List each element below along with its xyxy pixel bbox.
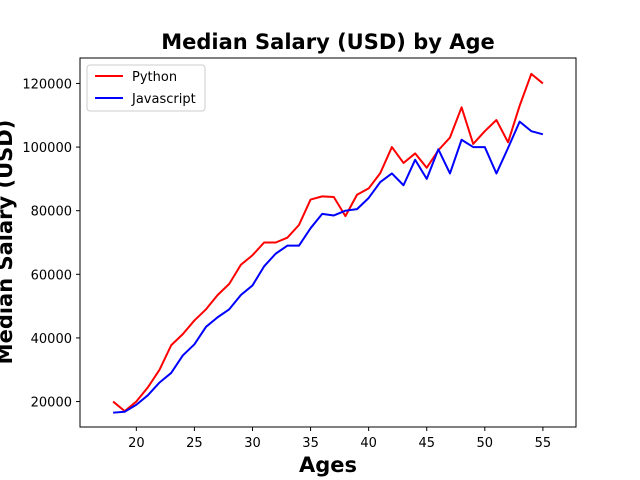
legend-label-javascript: Javascript [131, 92, 196, 107]
y-tick-label: 60000 [31, 268, 72, 283]
x-tick-label: 25 [186, 436, 203, 451]
x-tick-label: 35 [302, 436, 319, 451]
chart-title: Median Salary (USD) by Age [161, 30, 495, 54]
x-axis: 20 25 30 35 40 45 50 55 [128, 427, 551, 451]
x-tick-label: 20 [128, 436, 145, 451]
y-tick-label: 40000 [31, 332, 72, 347]
legend: Python Javascript [86, 64, 206, 112]
x-tick-label: 55 [535, 436, 552, 451]
x-axis-label: Ages [299, 453, 357, 477]
y-tick-label: 80000 [31, 205, 72, 220]
series-lines [112, 72, 544, 414]
y-tick-label: 100000 [22, 141, 72, 156]
x-tick-label: 45 [418, 436, 435, 451]
plot-background [80, 58, 576, 427]
x-tick-label: 40 [360, 436, 377, 451]
x-tick-label: 50 [477, 436, 494, 451]
y-tick-label: 20000 [31, 396, 72, 411]
y-axis: 20000 40000 60000 80000 100000 120000 [22, 77, 80, 411]
series-line-javascript [113, 120, 544, 414]
y-axis-label: Median Salary (USD) [0, 120, 17, 365]
y-tick-label: 120000 [22, 77, 72, 92]
x-tick-label: 30 [244, 436, 261, 451]
plot-frame [79, 57, 577, 428]
plot-area [80, 58, 576, 427]
series-line-python [112, 72, 544, 413]
legend-label-python: Python [132, 70, 177, 85]
